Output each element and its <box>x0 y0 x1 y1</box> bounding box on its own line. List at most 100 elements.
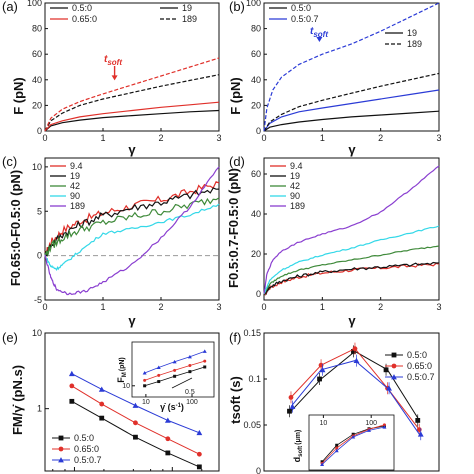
panel-b-xtick-label-0: 0 <box>261 133 266 143</box>
panel-b-xtick-label-1: 1 <box>320 133 325 143</box>
panel-f-inset: 10 100 dsoft(μm) <box>292 414 395 471</box>
panel-f-legend: 0.5:00.65:00.5:0.7 <box>385 350 435 382</box>
inset-e-point-0-3 <box>188 370 192 374</box>
panel-e-point-0-2 <box>133 434 138 440</box>
panel-f-point-1-0 <box>288 395 294 400</box>
panel-e-point-2-4 <box>196 429 203 436</box>
tsoft-b-arrowhead <box>316 36 323 42</box>
panel-c-xtick-label-2: 2 <box>158 302 163 312</box>
panel-d-series-2 <box>263 245 440 295</box>
inset-e-point-2-3 <box>187 354 192 359</box>
e-legend-marker-1 <box>58 446 64 452</box>
inset-e-xlabel-sup: -1 <box>176 403 182 409</box>
inset-e-point-0-2 <box>173 374 177 378</box>
d-legend-item-1: 19 <box>290 171 300 181</box>
inset-e-point-1-0 <box>143 378 147 382</box>
panel-e-label: (e) <box>2 330 18 345</box>
panel-b-ytick-label-1: 20 <box>251 100 261 110</box>
panel-f-point-0-1 <box>317 376 322 382</box>
panel-d-ytick-label-1: 20 <box>251 249 261 259</box>
panel-e-inset-frame <box>131 341 215 398</box>
panel-e-point-0-0 <box>69 398 75 404</box>
panel-b-series-2 <box>263 72 440 132</box>
panel-d-series-3 <box>263 225 440 295</box>
panel-e-point-2-2 <box>132 402 139 408</box>
panel-a-xtick-label-2: 2 <box>158 133 163 143</box>
panel-e-point-1-1 <box>99 401 105 407</box>
panel-b-series-3 <box>263 2 440 132</box>
panel-a-series-0 <box>44 109 220 132</box>
panel-a-series-1 <box>44 101 220 132</box>
panel-c-frame <box>44 157 220 301</box>
inset-e-point-1-2 <box>173 368 177 372</box>
panel-c-series-0 <box>44 181 220 257</box>
panel-e-inset-ticks: 10 100 10 <box>122 383 198 406</box>
e-legend-item-1: 0.65:0 <box>74 444 99 454</box>
f-legend-marker-1 <box>391 363 397 369</box>
panel-a-xtick-label-0: 0 <box>42 133 47 143</box>
panel-e-legend: 0.5:00.65:00.5:0.7 <box>52 433 102 465</box>
panel-e-point-0-1 <box>99 415 105 421</box>
panel-b-ticks: 0 1 2 3 0 20 40 60 80 100 <box>246 0 442 143</box>
e-legend-marker-2 <box>58 457 64 463</box>
panel-a-xlabel: γ <box>128 142 136 157</box>
panel-b-ytick-label-2: 40 <box>251 75 261 85</box>
panel-b-ytick-label-3: 60 <box>251 49 261 59</box>
inset-e-ylabel: F <box>116 377 126 383</box>
panel-a-ytick-label-4: 80 <box>32 24 42 34</box>
inset-f-point-2-0 <box>320 462 325 466</box>
panel-b-xtick-label-2: 2 <box>378 133 383 143</box>
c-legend-item-4: 189 <box>70 201 85 211</box>
panel-d-series-0 <box>263 262 440 297</box>
legend-a-item-1: 0.65:0 <box>72 14 97 24</box>
panel-d-xtick-label-1: 1 <box>320 302 325 312</box>
panel-b-xtick-label-3: 3 <box>436 133 441 143</box>
panel-e: (e) FM/γ̇ (pN.s) 1 10 10 100 10 FM(pN) γ̇ (… <box>2 328 220 472</box>
panel-a-ytick-label-2: 40 <box>32 75 42 85</box>
tsoft-b-sub: soft <box>313 30 328 39</box>
inset-f-point-0-2 <box>351 432 355 436</box>
legend-a-style-0: 19 <box>182 3 192 13</box>
inset-f-point-2-3 <box>367 428 372 432</box>
panel-b: (b) F (pN) γ 0 1 2 3 0 20 40 60 80 100 0.5:0 0.5:… <box>228 0 442 157</box>
panel-d-ylabel: F0.5:0.7-F0.5:0 (pN) <box>226 168 241 288</box>
panel-e-series <box>68 370 203 470</box>
panel-f-ylabel: tsoft (s) <box>228 376 243 424</box>
panel-c-xtick-label-3: 3 <box>216 302 221 312</box>
panel-e-inset-series <box>142 349 207 388</box>
panel-f-point-2-0 <box>289 403 296 409</box>
inset-f-ylabel: d <box>292 457 302 463</box>
e-legend-item-2: 0.5:0.7 <box>74 455 102 465</box>
c-legend-item-2: 42 <box>70 181 80 191</box>
f-legend-item-2: 0.5:0.7 <box>407 372 435 382</box>
panel-c-series-3 <box>44 203 220 272</box>
f-legend-item-0: 0.5:0 <box>407 350 427 360</box>
panel-f-ytick-label-3: 0.15 <box>243 328 261 338</box>
panel-f-point-2-4 <box>417 431 424 437</box>
panel-e-frame <box>44 332 220 472</box>
panel-a-xtick-label-1: 1 <box>100 133 105 143</box>
svg-text:dsoft(μm): dsoft(μm) <box>292 430 304 463</box>
d-legend-item-3: 90 <box>290 191 300 201</box>
panel-e-ticks: 1 10 <box>32 328 203 471</box>
f-legend-item-1: 0.65:0 <box>407 361 432 371</box>
svg-text:tsoft: tsoft <box>104 54 122 67</box>
panel-c-ylabel: F0.65:0-F0.5:0 (pN) <box>8 170 23 286</box>
panel-b-series-0 <box>263 110 440 132</box>
panel-e-point-0-4 <box>196 464 202 470</box>
inset-e-ylabel-sub: M <box>122 372 128 377</box>
panel-d-label: (d) <box>229 154 245 169</box>
panel-e-ytick-label-1: 10 <box>32 328 42 338</box>
inset-e-xtick-label-0: 10 <box>142 399 150 406</box>
inset-e-point-1-3 <box>188 364 192 368</box>
e-legend-marker-0 <box>58 435 64 441</box>
panel-b-legend: 0.5:0 0.5:0.7 19 189 <box>269 3 422 49</box>
panel-f-series <box>287 342 424 441</box>
f-legend-marker-2 <box>391 374 397 380</box>
legend-b-item-1: 0.5:0.7 <box>291 14 319 24</box>
panel-c-ytick-label-1: 0 <box>37 251 42 261</box>
